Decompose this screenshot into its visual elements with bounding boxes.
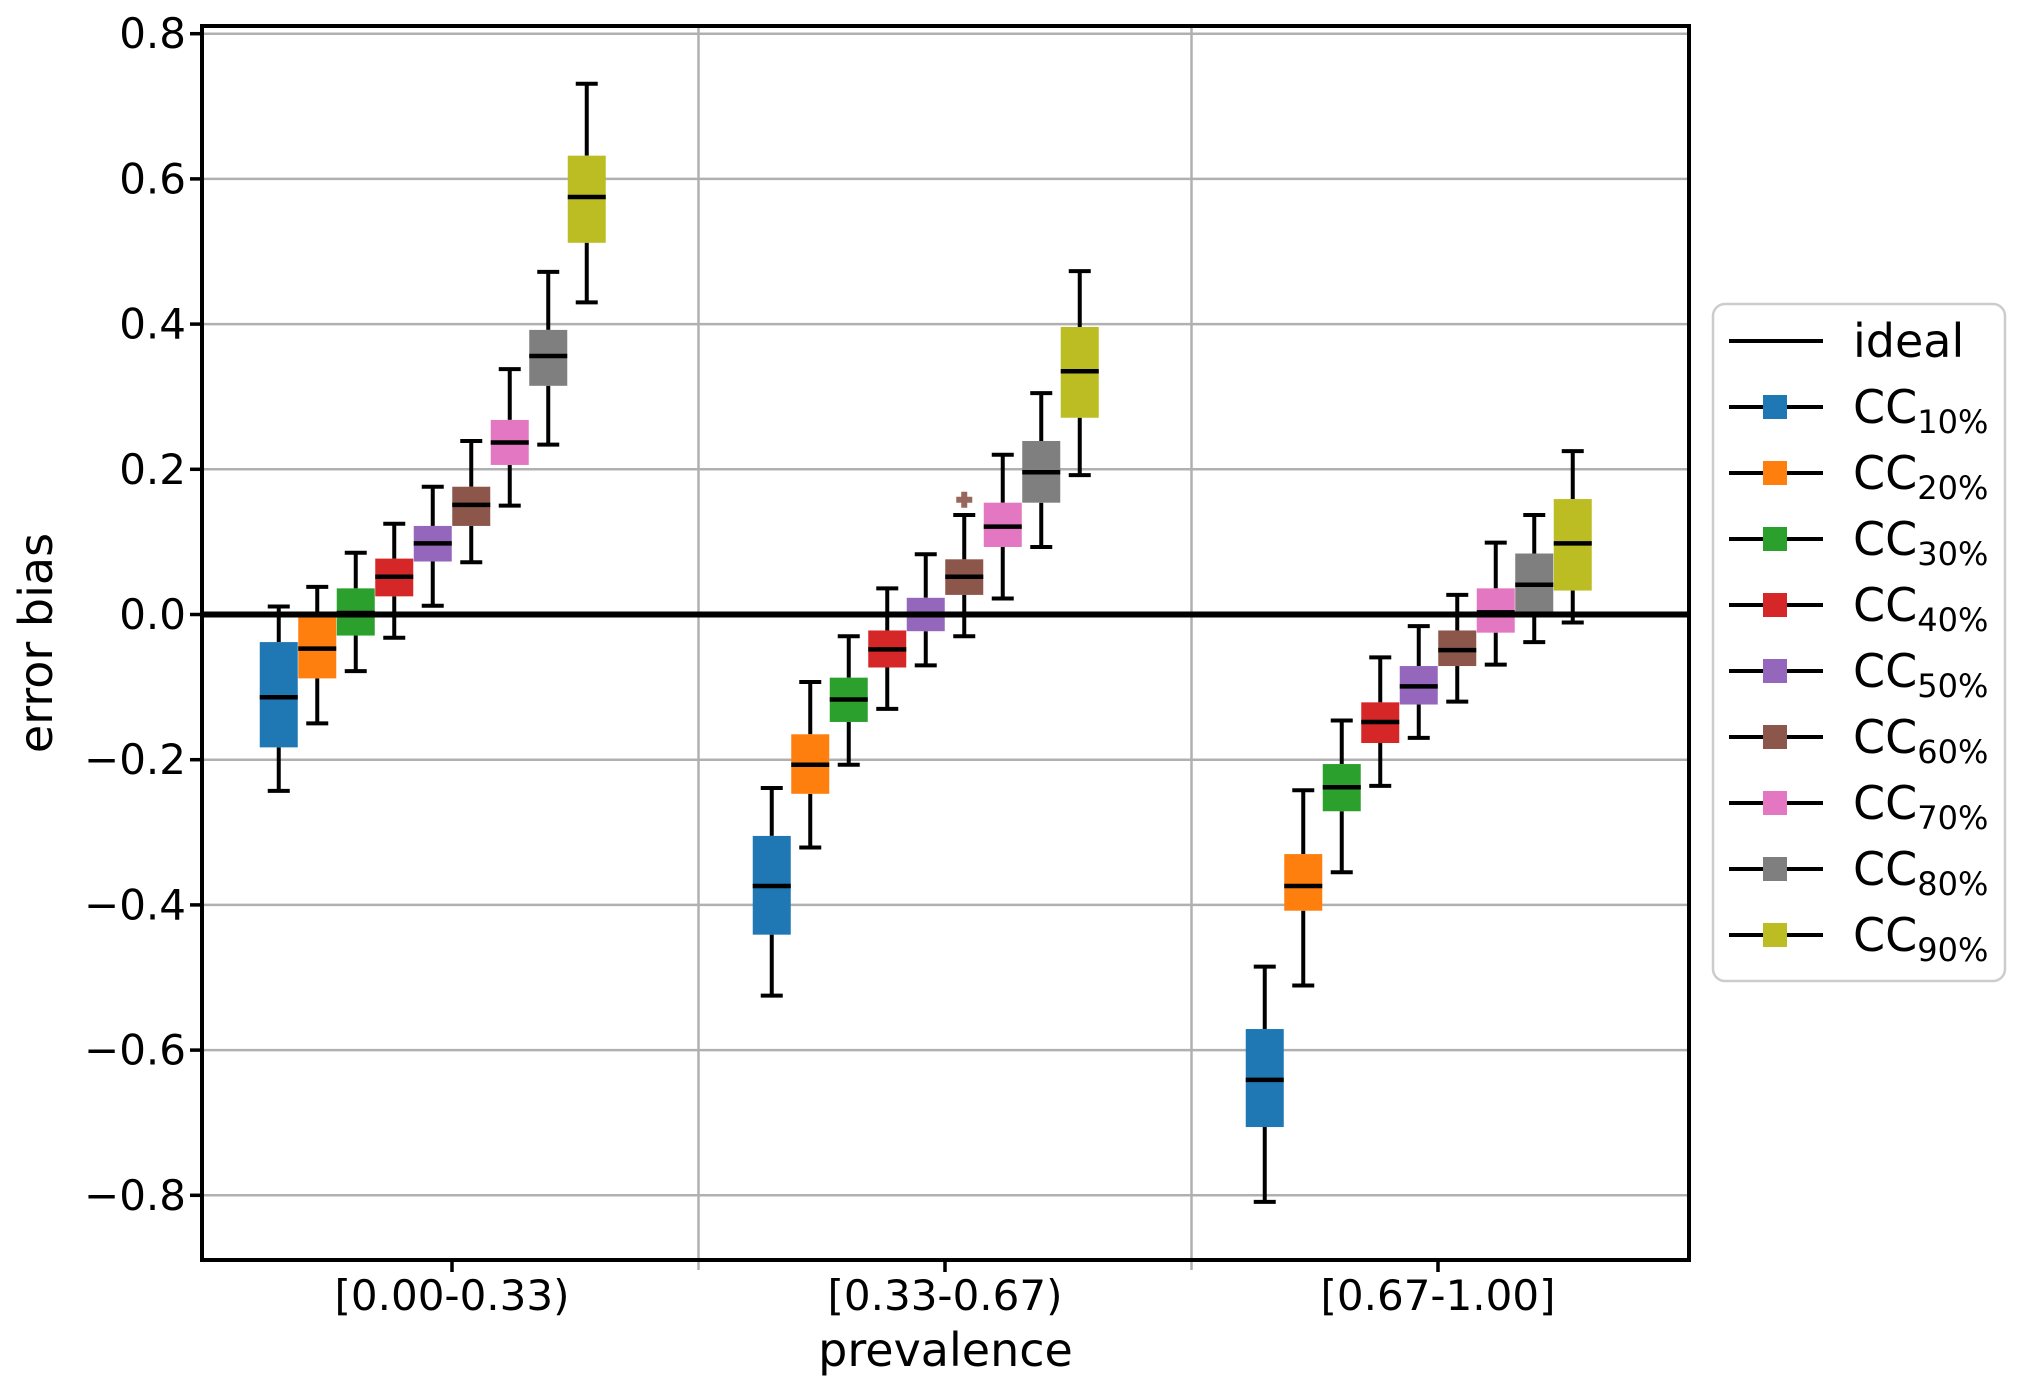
legend-marker-CC70% <box>1763 791 1787 815</box>
legend-label-ideal: ideal <box>1853 314 1964 368</box>
x-tick-label-group1: [0.00-0.33) <box>335 1271 570 1320</box>
y-axis-label: error bias <box>9 533 63 753</box>
legend-label-CC30%: CC30% <box>1853 512 1988 573</box>
x-tick-label-group3: [0.67-1.00] <box>1321 1271 1556 1320</box>
legend-label-CC10%: CC10% <box>1853 380 1988 441</box>
y-tick-label-−0.4: −0.4 <box>84 880 186 929</box>
y-tick-label-−0.2: −0.2 <box>84 735 186 784</box>
legend-label-CC90%: CC90% <box>1853 908 1988 969</box>
x-axis-label: prevalence <box>818 1323 1073 1377</box>
legend-marker-CC40% <box>1763 593 1787 617</box>
y-tick-label-0.8: 0.8 <box>119 9 186 58</box>
legend-marker-CC10% <box>1763 395 1787 419</box>
y-tick-label-0.6: 0.6 <box>119 154 186 203</box>
y-tick-label-−0.6: −0.6 <box>84 1026 186 1075</box>
legend-marker-CC50% <box>1763 659 1787 683</box>
y-tick-label-0.2: 0.2 <box>119 445 186 494</box>
y-tick-label-0.0: 0.0 <box>119 590 186 639</box>
legend-label-CC50%: CC50% <box>1853 644 1988 705</box>
legend-marker-CC20% <box>1763 461 1787 485</box>
legend-marker-CC90% <box>1763 923 1787 947</box>
legend-label-CC20%: CC20% <box>1853 446 1988 507</box>
box-CC10%-group1 <box>259 642 298 748</box>
legend-label-CC60%: CC60% <box>1853 710 1988 771</box>
legend-marker-CC80% <box>1763 857 1787 881</box>
legend-label-CC40%: CC40% <box>1853 578 1988 639</box>
legend-marker-CC60% <box>1763 725 1787 749</box>
y-tick-label-−0.8: −0.8 <box>84 1171 186 1220</box>
legend-label-CC70%: CC70% <box>1853 776 1988 837</box>
legend-label-CC80%: CC80% <box>1853 842 1988 903</box>
flier-CC60%-group2 <box>956 491 973 508</box>
legend-marker-CC30% <box>1763 527 1787 551</box>
x-tick-label-group2: [0.33-0.67) <box>828 1271 1063 1320</box>
y-tick-label-0.4: 0.4 <box>119 300 186 349</box>
box-CC20%-group3 <box>1284 854 1323 911</box>
